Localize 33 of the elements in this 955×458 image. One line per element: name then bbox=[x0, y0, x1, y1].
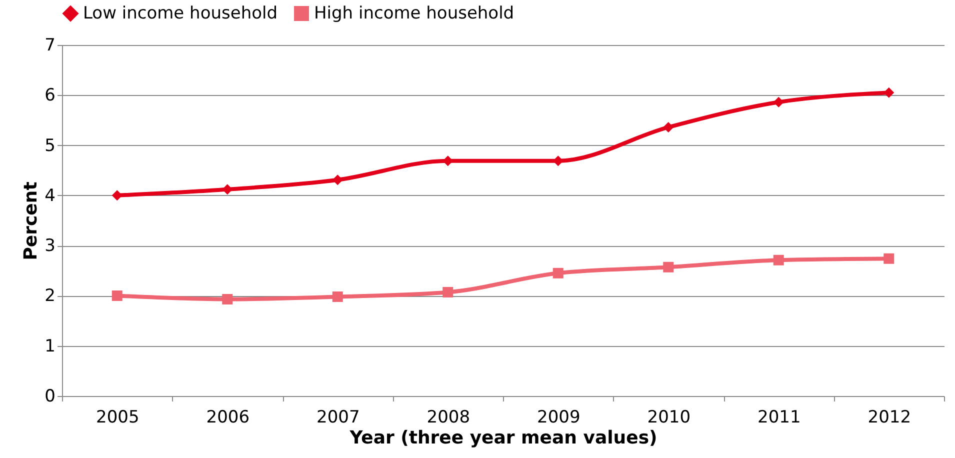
y-tick-label: 2 bbox=[44, 286, 56, 306]
point bbox=[773, 96, 784, 108]
y-tick-label: 7 bbox=[44, 36, 56, 56]
point bbox=[222, 294, 233, 304]
point bbox=[332, 174, 343, 186]
point bbox=[663, 262, 674, 272]
point bbox=[112, 290, 122, 301]
point bbox=[112, 190, 122, 201]
x-tick-label: 2010 bbox=[647, 408, 691, 428]
point bbox=[773, 254, 784, 266]
legend-label: High income household bbox=[314, 4, 514, 24]
point bbox=[332, 291, 343, 302]
point bbox=[442, 286, 454, 298]
legend-label: Low income household bbox=[83, 4, 278, 24]
x-tick-label: 2005 bbox=[96, 408, 140, 428]
x-axis-title: Year (three year mean values) bbox=[348, 428, 658, 448]
point bbox=[663, 122, 674, 132]
y-tick-label: 0 bbox=[44, 386, 56, 406]
x-tick-label: 2011 bbox=[757, 408, 801, 428]
y-tick-label: 1 bbox=[44, 336, 56, 356]
x-tick-label: 2006 bbox=[206, 408, 250, 428]
y-axis-title: Percent bbox=[20, 181, 42, 260]
y-tick-label: 3 bbox=[44, 236, 56, 256]
x-tick-label: 2012 bbox=[868, 408, 912, 428]
y-tick-label: 5 bbox=[44, 136, 56, 156]
x-tick-label: 2007 bbox=[316, 408, 360, 428]
y-tick-label: 4 bbox=[44, 186, 56, 206]
x-tick-label: 2008 bbox=[426, 408, 470, 428]
point bbox=[552, 268, 564, 278]
point bbox=[884, 253, 894, 264]
y-tick-label: 6 bbox=[44, 86, 56, 106]
point bbox=[884, 87, 894, 98]
x-tick-label: 2009 bbox=[536, 408, 580, 428]
